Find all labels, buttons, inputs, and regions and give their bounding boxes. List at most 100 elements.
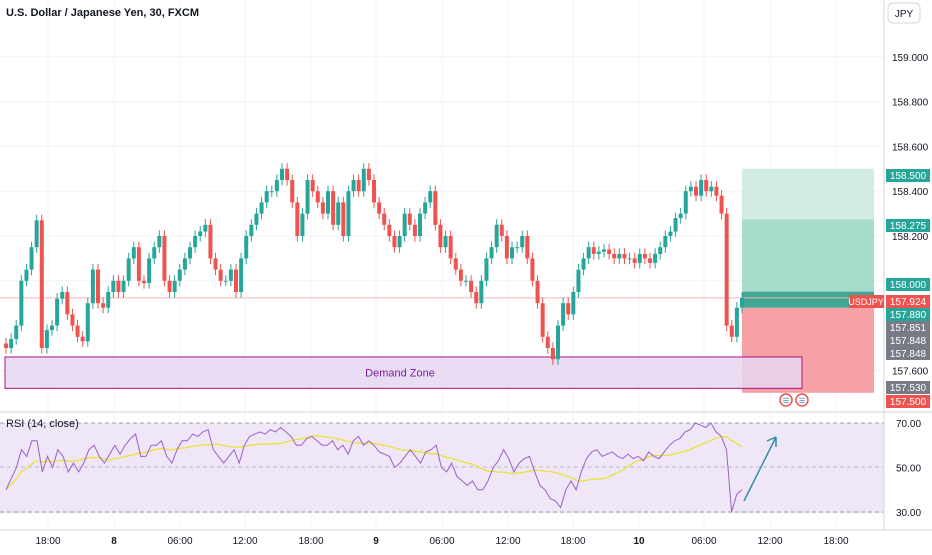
candle-body <box>688 186 693 192</box>
price-label-bg <box>886 334 930 347</box>
candle-body <box>520 236 525 248</box>
candle-body <box>622 253 627 259</box>
candle-body <box>70 314 75 326</box>
candle-body <box>418 213 422 236</box>
candle-body <box>586 247 591 259</box>
time-tick: 18:00 <box>560 536 585 547</box>
time-tick: 12:00 <box>232 536 257 547</box>
candle-body <box>305 180 310 214</box>
target-zone-upper[interactable] <box>742 168 874 220</box>
candle-body <box>290 180 295 203</box>
flag-icon[interactable] <box>795 393 809 407</box>
price-axis[interactable]: 159.000 158.800 158.600 158.400 158.200 158.0… <box>848 0 930 530</box>
long-position-tool[interactable] <box>742 168 874 393</box>
candle-body <box>136 247 141 281</box>
candle-body <box>433 191 438 225</box>
time-tick: 8 <box>111 536 117 547</box>
candle-body <box>269 191 274 193</box>
candle-body <box>234 269 238 292</box>
price-label-bg <box>886 295 930 308</box>
candle-body <box>55 298 60 326</box>
candle-body <box>111 280 116 292</box>
candle-body <box>366 168 371 180</box>
flag-glyph: ☰ <box>799 398 805 405</box>
candle-body <box>607 249 612 254</box>
candle-body <box>80 336 85 342</box>
candle-body <box>351 180 356 192</box>
time-tick: 06:00 <box>691 536 716 547</box>
candle-body <box>489 247 494 259</box>
candle-body <box>177 269 182 281</box>
candle-body <box>448 236 453 259</box>
candle-body <box>499 224 504 236</box>
candle-body <box>336 202 341 225</box>
flag-glyph: ☰ <box>783 398 789 405</box>
candle-body <box>402 213 407 236</box>
price-tick: 158.600 <box>892 142 929 153</box>
candle-body <box>208 224 213 259</box>
demand-zone[interactable]: Demand Zone <box>4 356 803 389</box>
price-label: 157.848 <box>890 336 927 347</box>
candle-body <box>704 180 709 192</box>
candle-body <box>591 247 596 254</box>
price-label: 157.500 <box>890 397 927 408</box>
rsi-tick: 50.00 <box>896 464 921 475</box>
candle-body <box>331 191 336 225</box>
price-label-bg <box>886 219 930 232</box>
price-label-bg <box>886 321 930 334</box>
time-axis[interactable]: 18:00 8 06:00 12:00 18:00 9 06:00 12:00 18:00 10 0… <box>35 536 848 547</box>
candle-body <box>458 269 463 281</box>
event-icons[interactable]: ☰ ☰ <box>779 393 809 407</box>
candle-body <box>213 258 218 270</box>
candle-body <box>535 280 540 304</box>
candle-body <box>274 180 279 192</box>
candle-body <box>116 280 121 292</box>
candle-body <box>734 307 739 337</box>
candle-body <box>356 180 361 192</box>
candle-body <box>65 292 70 315</box>
candle-body <box>244 236 249 259</box>
candle-body <box>648 258 652 263</box>
candle-body <box>44 330 49 348</box>
candle-body <box>249 224 254 236</box>
trend-arrow[interactable] <box>743 436 777 502</box>
candle-body <box>612 253 617 259</box>
price-label: 158.275 <box>890 221 927 232</box>
time-tick: 18:00 <box>35 536 60 547</box>
rsi-line <box>5 422 743 513</box>
time-tick: 12:00 <box>495 536 520 547</box>
candle-body <box>387 224 392 236</box>
currency-button[interactable]: JPY <box>887 2 921 24</box>
candle-body <box>596 251 601 254</box>
currency-button-label: JPY <box>895 9 914 20</box>
candle-body <box>602 249 606 252</box>
price-label: 158.500 <box>890 171 927 182</box>
candle-body <box>617 253 622 259</box>
candle-body <box>566 303 571 315</box>
candle-body <box>469 280 474 292</box>
candle-body <box>556 325 560 360</box>
candle-body <box>494 224 499 248</box>
candle-body <box>34 220 39 248</box>
candle-body <box>382 213 387 225</box>
candle-body <box>642 253 647 259</box>
demand-zone-rect[interactable] <box>4 356 803 389</box>
flag-icon[interactable] <box>779 393 793 407</box>
price-label: 157.530 <box>890 383 927 394</box>
price-tick: 159.000 <box>892 53 929 64</box>
candle-body <box>673 218 678 232</box>
price-label-bg <box>886 381 930 394</box>
rsi-ticks: 70.00 50.00 30.00 <box>896 419 921 519</box>
candle-body <box>39 220 44 348</box>
candle-body <box>24 269 29 281</box>
candle-body <box>157 236 162 248</box>
candle-body <box>228 269 233 281</box>
candle-body <box>4 343 8 348</box>
rsi-pane: RSI (14, close) <box>0 418 884 513</box>
candle-body <box>131 247 136 259</box>
candles <box>4 163 744 365</box>
candle-body <box>443 236 448 248</box>
candle-body <box>550 348 555 360</box>
